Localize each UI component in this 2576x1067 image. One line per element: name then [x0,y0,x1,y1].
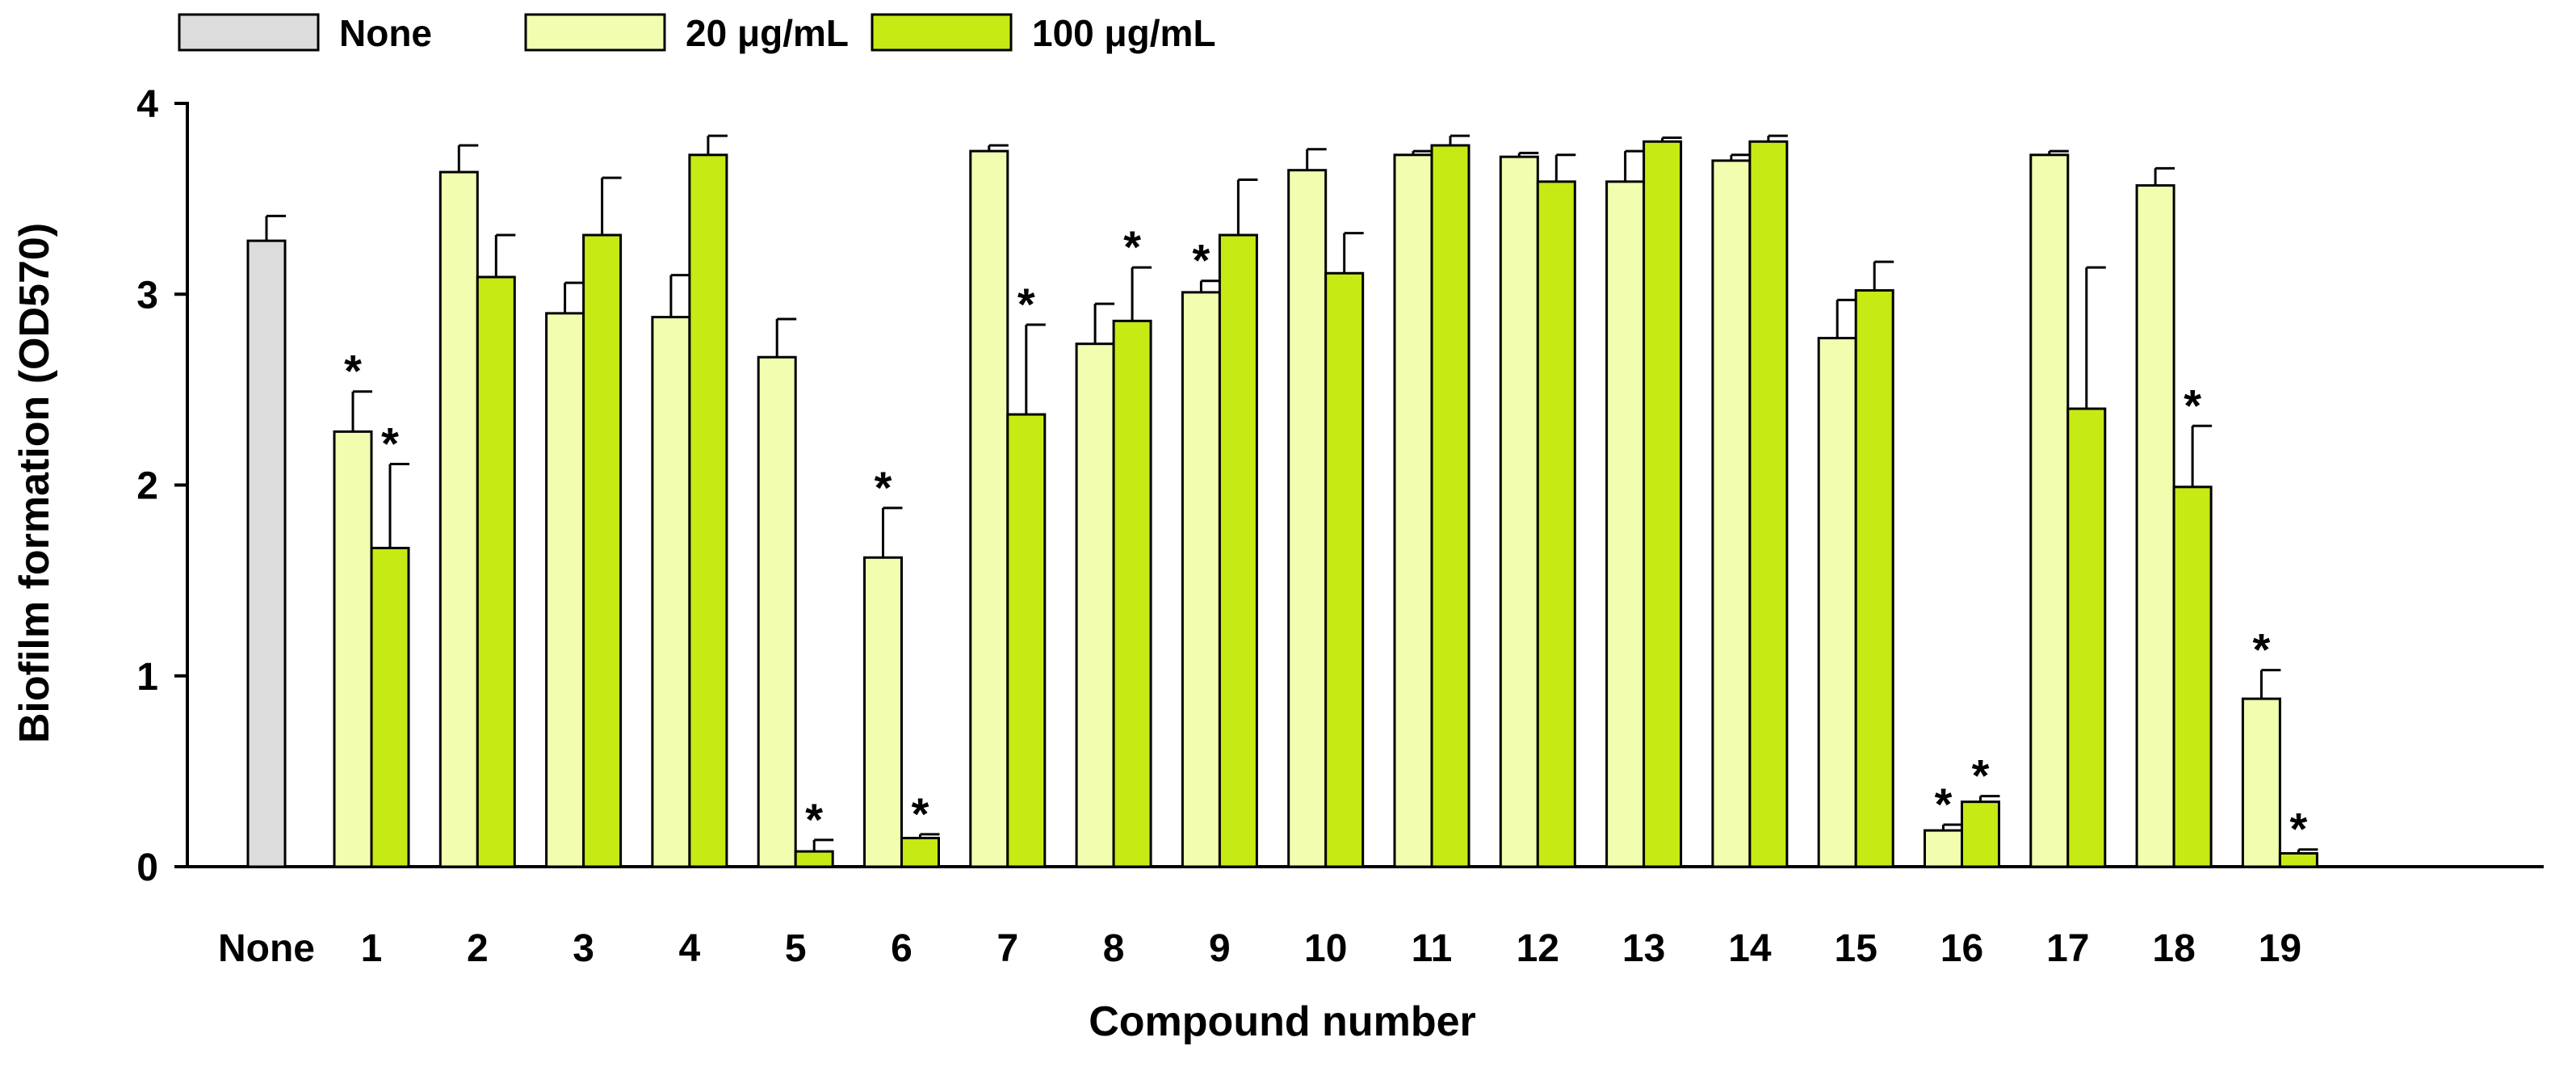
x-tick-label: 17 [2046,927,2089,970]
legend: None 20 μg/mL 100 μg/mL [178,12,1216,54]
significance-star: * [2290,804,2308,855]
bar-20-compound-15 [1817,337,1857,868]
significance-star: * [875,462,892,513]
bar-100-compound-13 [1643,140,1683,868]
x-tick-label: 5 [785,927,807,970]
y-tick-label: 3 [136,274,158,317]
bar-100-compound-5 [794,850,834,868]
significance-star: * [1123,221,1141,272]
significance-star: * [1193,235,1210,286]
bar-20-compound-14 [1711,159,1752,868]
bar-100-compound-7 [1006,413,1047,868]
y-tick-label: 2 [136,465,158,508]
x-tick-label: 8 [1103,927,1125,970]
bar-100-compound-4 [688,153,728,868]
bar-20-compound-9 [1181,291,1221,868]
significance-star: * [2184,380,2201,431]
bar-100-compound-19 [2278,851,2318,868]
bar-20-compound-7 [969,149,1009,868]
bar-100-compound-15 [1854,289,1894,868]
bar-100-compound-17 [2066,407,2107,868]
x-tick-label: 7 [996,927,1018,970]
significance-star: * [805,794,823,845]
bar-20-compound-18 [2135,184,2175,868]
x-tick-label: 1 [361,927,383,970]
bar-20-compound-5 [757,355,797,868]
bar-20-compound-10 [1287,169,1328,868]
x-tick-label: 4 [679,927,701,970]
bar-20-compound-1 [333,430,373,868]
bar-100-compound-3 [582,233,623,868]
bar-20-compound-2 [438,170,479,868]
legend-swatch-1 [178,13,320,52]
legend-label: 20 μg/mL [686,12,849,54]
bar-100-compound-6 [900,837,940,868]
x-tick-label: 9 [1209,927,1231,970]
bar-20-compound-11 [1393,153,1433,868]
legend-label: 100 μg/mL [1032,12,1216,54]
x-tick-label: 11 [1412,927,1453,970]
bar-100-compound-16 [1961,800,2000,868]
bar-100-compound-9 [1218,233,1258,868]
bar-20-compound-8 [1075,342,1115,868]
bar-20-compound-16 [1924,829,1963,868]
x-axis-title: Compound number [1089,998,1476,1045]
significance-star: * [381,418,399,469]
y-tick-label: 0 [136,846,158,889]
bar-20-compound-4 [651,316,691,868]
bar-20-compound-3 [545,312,585,868]
bar-20-compound-13 [1605,180,1646,868]
significance-star: * [912,788,929,839]
x-tick-label: 3 [573,927,594,970]
x-axis: None 1 2 3 4 5 6 7 8 9 10 11 12 13 14 15 16 17 18 19 [187,865,2544,970]
bar-20-compound-12 [1499,155,1539,868]
bar-100-compound-18 [2172,485,2213,868]
y-tick-label: 1 [136,656,158,699]
bar-100-compound-10 [1324,271,1365,868]
significance-star: * [1017,279,1035,330]
x-tick-label-none: None [218,927,315,970]
bar-100-compound-12 [1536,180,1576,868]
x-tick-label: 16 [1940,927,1983,970]
x-tick-label: 13 [1622,927,1665,970]
bar-100-compound-14 [1748,140,1789,868]
x-tick-label: 2 [467,927,489,970]
x-tick-label: 10 [1304,927,1347,970]
bar-20-compound-17 [2029,153,2070,868]
y-tick-label: 4 [136,83,158,126]
bar-20-compound-19 [2241,697,2281,868]
x-tick-label: 19 [2259,927,2301,970]
x-tick-label: 15 [1835,927,1877,970]
x-tick-label: 14 [1728,927,1772,970]
x-tick-label: 18 [2152,927,2195,970]
legend-label: None [339,12,432,54]
bar-control-none [246,239,287,868]
bars-group: * * * * * * * * * * * * * [246,134,2318,868]
bar-20-compound-6 [863,556,903,868]
bar-100-compound-8 [1112,319,1152,868]
significance-star: * [1972,750,1990,801]
legend-swatch-2 [524,13,666,52]
x-tick-label: 12 [1517,927,1559,970]
significance-star: * [2253,624,2271,675]
x-tick-label: 6 [891,927,913,970]
bar-100-compound-1 [370,546,410,868]
bar-100-compound-2 [476,275,516,868]
y-axis-title: Biofilm formation (OD570) [11,223,58,743]
y-axis: 0 1 2 3 4 [136,83,189,889]
legend-swatch-3 [871,13,1013,52]
significance-star: * [344,346,362,397]
significance-star: * [1935,779,1953,830]
bar-100-compound-11 [1430,144,1471,868]
